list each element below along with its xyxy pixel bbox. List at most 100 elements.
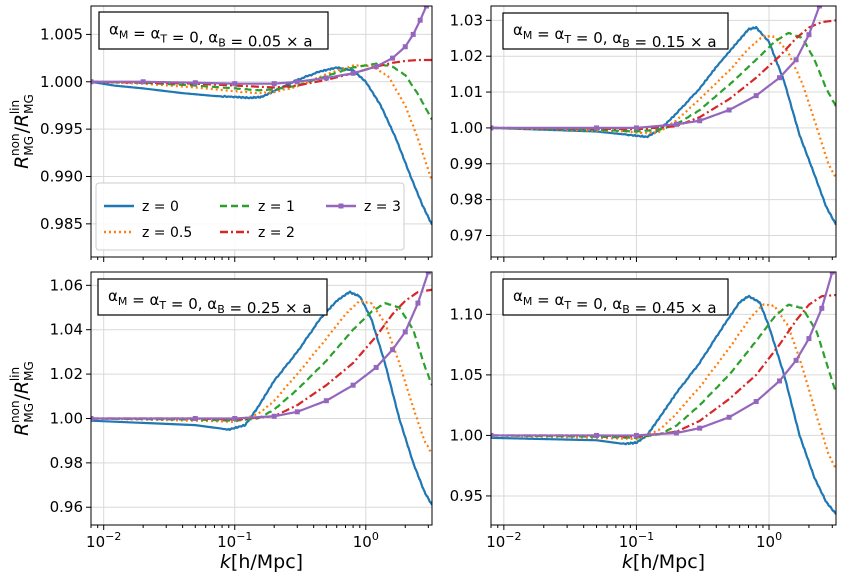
legend-item: z = 0.5 <box>104 225 192 241</box>
y-tick-label: 0.99 <box>450 155 483 173</box>
y-tick-label: 1.000 <box>40 73 83 91</box>
series-marker <box>323 75 329 81</box>
series-marker <box>390 55 396 61</box>
series-line-z-0-5 <box>91 299 432 455</box>
series-marker <box>91 415 94 421</box>
y-tick-label: 0.985 <box>40 215 83 233</box>
panel-1: 0.985 0.990 0.995 1.000 1.005 RMGnon/RMGlin αM… <box>8 5 433 262</box>
legend-label: z = 2 <box>258 225 295 241</box>
plot-frame <box>490 271 837 526</box>
series-marker <box>390 347 396 353</box>
y-tick-label: 1.05 <box>450 366 483 384</box>
series-marker <box>350 70 356 76</box>
series-group <box>91 6 432 226</box>
series-line-z-1 <box>491 303 836 439</box>
series-line-z-2 <box>491 293 836 438</box>
series-marker <box>673 121 679 127</box>
panel-2: 0.97 0.98 0.99 1.00 1.01 1.02 1.03 αM = αT = 0,… <box>450 5 837 262</box>
series-marker <box>793 357 799 363</box>
series-line-z-3 <box>91 272 430 420</box>
legend-label: z = 0 <box>142 199 179 215</box>
series-line-z-0-5 <box>491 34 836 179</box>
series-marker <box>350 382 356 388</box>
x-tick-label: 10−1 <box>217 530 252 551</box>
series-line-z-0 <box>491 294 836 515</box>
y-tick-label: 0.98 <box>450 191 483 209</box>
series-marker <box>140 79 146 85</box>
series-marker <box>777 75 783 81</box>
y-tick-label: 0.96 <box>50 498 83 516</box>
y-tick-label: 1.10 <box>450 305 483 323</box>
legend-item: z = 1 <box>220 199 295 215</box>
series-marker <box>673 430 679 436</box>
series-marker <box>753 399 759 405</box>
y-axis-label: RMGnon/RMGlin <box>8 94 36 169</box>
series-marker <box>633 125 639 131</box>
series-marker <box>271 81 277 87</box>
y-axis-label: RMGnon/RMGlin <box>8 361 36 436</box>
y-tick-label: 1.01 <box>450 83 483 101</box>
series-marker <box>402 44 408 50</box>
y-tick-label: 0.98 <box>50 454 83 472</box>
panel-label: αM = αT = 0, αB = 0.05 × a <box>109 21 313 51</box>
series-marker <box>594 125 600 131</box>
series-marker <box>491 432 494 438</box>
y-tick-label: 0.995 <box>40 120 83 138</box>
panel-3: 0.96 0.98 1.00 1.02 1.04 1.06 10−2 10−1 100 k[h/M… <box>8 271 433 573</box>
panel-label: αM = αT = 0, αB = 0.25 × a <box>108 287 312 317</box>
series-marker <box>491 125 494 131</box>
series-marker <box>417 17 423 23</box>
series-marker <box>415 300 421 306</box>
panel-4: 0.95 1.00 1.05 1.10 10−2 10−1 100 k[h/Mpc] αM = … <box>450 271 837 573</box>
series-marker <box>323 398 329 404</box>
x-tick-label: 100 <box>756 530 782 551</box>
series-marker <box>777 378 783 384</box>
panel-label-box: αM = αT = 0, αB = 0.05 × a <box>98 11 329 51</box>
x-tick-label: 10−2 <box>86 530 121 551</box>
legend: z = 0 z = 0.5 z = 1 z = 2 z = 3 <box>95 182 405 251</box>
series-marker <box>829 272 835 275</box>
series-marker <box>373 64 379 70</box>
x-tick-label: 10−1 <box>619 530 654 551</box>
panel-label-box: αM = αT = 0, αB = 0.15 × a <box>502 12 729 51</box>
y-tick-label: 0.990 <box>40 167 83 185</box>
x-axis-label: k[h/Mpc] <box>622 551 705 573</box>
legend-label: z = 3 <box>364 199 401 215</box>
series-marker <box>425 272 431 275</box>
legend-label: z = 1 <box>258 199 295 215</box>
series-marker <box>91 79 94 85</box>
series-line-z-1 <box>491 31 836 133</box>
series-line-z-2 <box>91 288 432 421</box>
series-group <box>491 272 836 515</box>
legend-label: z = 0.5 <box>142 225 192 241</box>
series-group <box>91 272 432 506</box>
plot-frame <box>90 271 433 526</box>
series-marker <box>806 336 812 342</box>
legend-frame <box>95 182 405 251</box>
y-tick-label: 1.06 <box>50 276 83 294</box>
panel-label-box: αM = αT = 0, αB = 0.45 × a <box>502 278 729 317</box>
series-marker <box>232 81 238 87</box>
panel-label-box: αM = αT = 0, αB = 0.25 × a <box>97 278 328 317</box>
legend-item: z = 3 <box>326 199 401 215</box>
series-marker <box>192 80 198 86</box>
series-marker <box>753 93 759 99</box>
x-axis-label: k[h/Mpc] <box>220 551 303 573</box>
series-line-z-0-5 <box>491 303 836 470</box>
series-marker <box>726 414 732 420</box>
legend-item: z = 0 <box>104 199 179 215</box>
series-marker <box>816 6 822 9</box>
series-marker <box>819 305 825 311</box>
plot-frame <box>90 5 433 258</box>
y-tick-label: 1.02 <box>450 47 483 65</box>
x-tick-label: 10−2 <box>486 530 521 551</box>
series-marker <box>697 118 703 124</box>
x-tick-label: 100 <box>353 530 379 551</box>
series-marker <box>633 432 639 438</box>
plot-frame <box>490 5 837 258</box>
series-marker <box>192 415 198 421</box>
series-group <box>491 6 836 226</box>
panel-label: αM = αT = 0, αB = 0.45 × a <box>513 287 717 317</box>
y-tick-label: 1.03 <box>450 11 483 29</box>
